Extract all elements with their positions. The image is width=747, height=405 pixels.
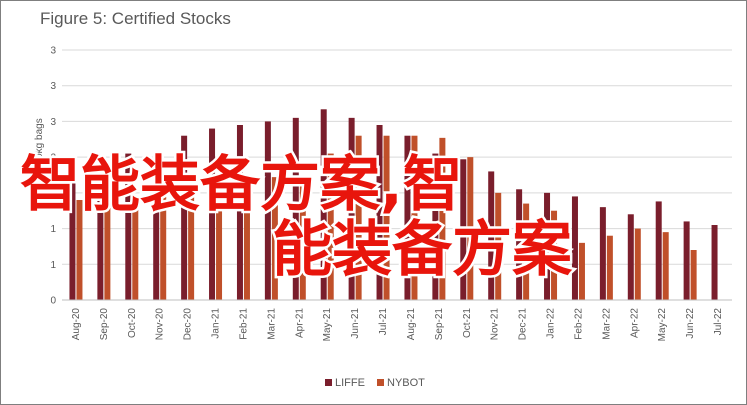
bar-nybot [634,228,641,300]
bar-liffe [432,153,439,300]
bar-nybot [299,177,306,300]
bar-liffe [376,125,383,300]
x-tick-label: Dec-20 [183,308,194,341]
y-tick-label: 2 [50,188,56,199]
bars [69,109,718,301]
chart-title: Figure 5: Certified Stocks [40,9,231,28]
x-tick-label: Jun-21 [350,308,361,339]
x-axis-ticks: Aug-20 Sep-20 Oct-20 Nov-20 Dec-20 Jan-21 Feb-… [71,308,724,342]
bar-liffe [236,125,243,300]
x-tick-label: Oct-21 [462,308,473,338]
bar-nybot [383,135,390,300]
bar-nybot [495,192,502,300]
x-tick-label: Nov-21 [490,308,501,341]
bar-liffe [69,167,76,300]
y-tick-label: 3 [50,46,56,57]
x-tick-label: Apr-21 [294,308,305,338]
x-tick-label: Dec-21 [518,308,529,341]
bar-liffe [125,153,132,300]
bar-liffe [488,171,495,300]
y-axis-ticks: 0 1 1 2 2 3 3 3 [50,46,56,307]
bar-liffe [264,121,271,300]
bar-liffe [627,214,634,300]
y-axis-label: Millions of 60kg bags [34,118,45,211]
x-tick-label: Jan-21 [211,308,222,339]
bar-liffe [97,168,104,300]
bar-nybot [551,210,558,300]
x-tick-label: Nov-20 [155,308,166,341]
x-tick-label: Jan-22 [546,308,557,339]
bar-nybot [271,177,278,300]
legend-label-liffe: LIFFE [335,377,365,389]
x-tick-label: Mar-22 [601,308,612,340]
bar-liffe [711,225,718,300]
bar-nybot [690,250,697,300]
bar-nybot [411,135,418,300]
x-tick-label: Jun-22 [685,308,696,339]
bar-liffe [404,135,411,300]
x-tick-label: Aug-20 [71,308,82,341]
x-tick-label: Apr-22 [629,308,640,338]
x-tick-label: Feb-22 [573,308,584,340]
x-tick-label: Oct-20 [127,308,138,338]
bar-liffe [292,117,299,300]
x-tick-label: Mar-21 [266,308,277,340]
bar-nybot [160,189,167,300]
bar-liffe [209,128,216,300]
bar-liffe [655,201,662,300]
bar-liffe [516,189,523,300]
bar-liffe [348,117,355,300]
bar-liffe [683,221,690,300]
x-tick-label: Sep-20 [99,308,110,341]
bar-nybot [76,200,83,300]
bar-liffe [571,196,578,300]
bar-nybot [662,232,669,300]
x-tick-label: Jul-22 [713,308,724,336]
legend: LIFFE NYBOT [325,377,425,389]
y-tick-label: 1 [50,260,56,271]
y-tick-label: 3 [50,81,56,92]
y-tick-label: 0 [50,296,56,307]
bar-liffe [460,159,467,300]
x-tick-label: May-21 [322,308,333,342]
bar-liffe [153,157,160,300]
bar-nybot [216,182,223,300]
bar-liffe [544,192,551,300]
y-tick-label: 2 [50,153,56,164]
bar-nybot [523,203,530,300]
bar-nybot [327,153,334,300]
legend-label-nybot: NYBOT [387,377,425,389]
bar-nybot [606,235,613,300]
bar-nybot [132,196,139,300]
bar-liffe [599,207,606,300]
x-tick-label: Aug-21 [406,308,417,341]
bar-liffe [320,109,327,301]
bar-nybot [439,137,446,300]
x-tick-label: Sep-21 [434,308,445,341]
x-tick-label: Feb-21 [238,308,249,340]
y-tick-label: 1 [50,224,56,235]
gridlines [62,49,732,265]
bar-liffe [181,135,188,300]
x-tick-label: May-22 [657,308,668,342]
bar-nybot [467,157,474,300]
legend-swatch-nybot [377,379,384,386]
bar-nybot [243,177,250,300]
y-tick-label: 3 [50,117,56,128]
bar-nybot [104,192,111,300]
legend-swatch-liffe [325,379,332,386]
bar-nybot [188,192,195,300]
bar-nybot [578,242,585,300]
x-tick-label: Jul-21 [378,308,389,336]
bar-nybot [355,135,362,300]
